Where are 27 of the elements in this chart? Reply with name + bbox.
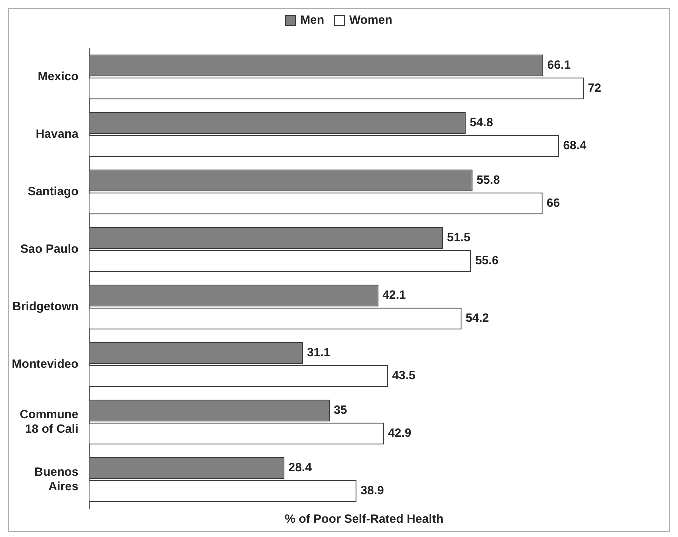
data-label: 54.8 [470, 115, 494, 130]
data-label: 42.1 [382, 288, 406, 302]
y-tick-label: Mexico [38, 69, 79, 84]
data-label: 31.1 [307, 346, 331, 360]
data-label: 54.2 [466, 311, 490, 326]
y-tick-label: Havana [36, 127, 79, 141]
data-label: 35 [334, 403, 348, 418]
y-tick-label: Montevideo [12, 357, 79, 372]
data-label: 28.4 [288, 460, 312, 475]
data-label: 51.5 [447, 230, 471, 245]
legend-label: Men [300, 13, 324, 27]
data-label: 55.8 [476, 173, 501, 188]
data-label: 43.5 [392, 368, 416, 383]
y-tick-label: Commune 18 of Cali [20, 407, 79, 436]
data-label: 38.9 [360, 484, 384, 498]
y-tick-label: Santiago [28, 184, 79, 199]
data-label: 68.4 [563, 138, 588, 153]
data-label: 55.6 [475, 254, 500, 268]
data-label: 66 [546, 196, 561, 210]
y-tick-label: Bridgetown [12, 300, 79, 314]
x-axis-title: % of Poor Self-Rated Health [284, 512, 444, 526]
text: Women [349, 13, 393, 27]
data-label: 72 [588, 80, 602, 95]
data-label: 66.1 [548, 58, 572, 72]
y-tick-label: Buenos Aires [34, 464, 79, 494]
data-label: 42.9 [388, 426, 412, 440]
y-tick-label: Sao Paulo [20, 242, 79, 256]
